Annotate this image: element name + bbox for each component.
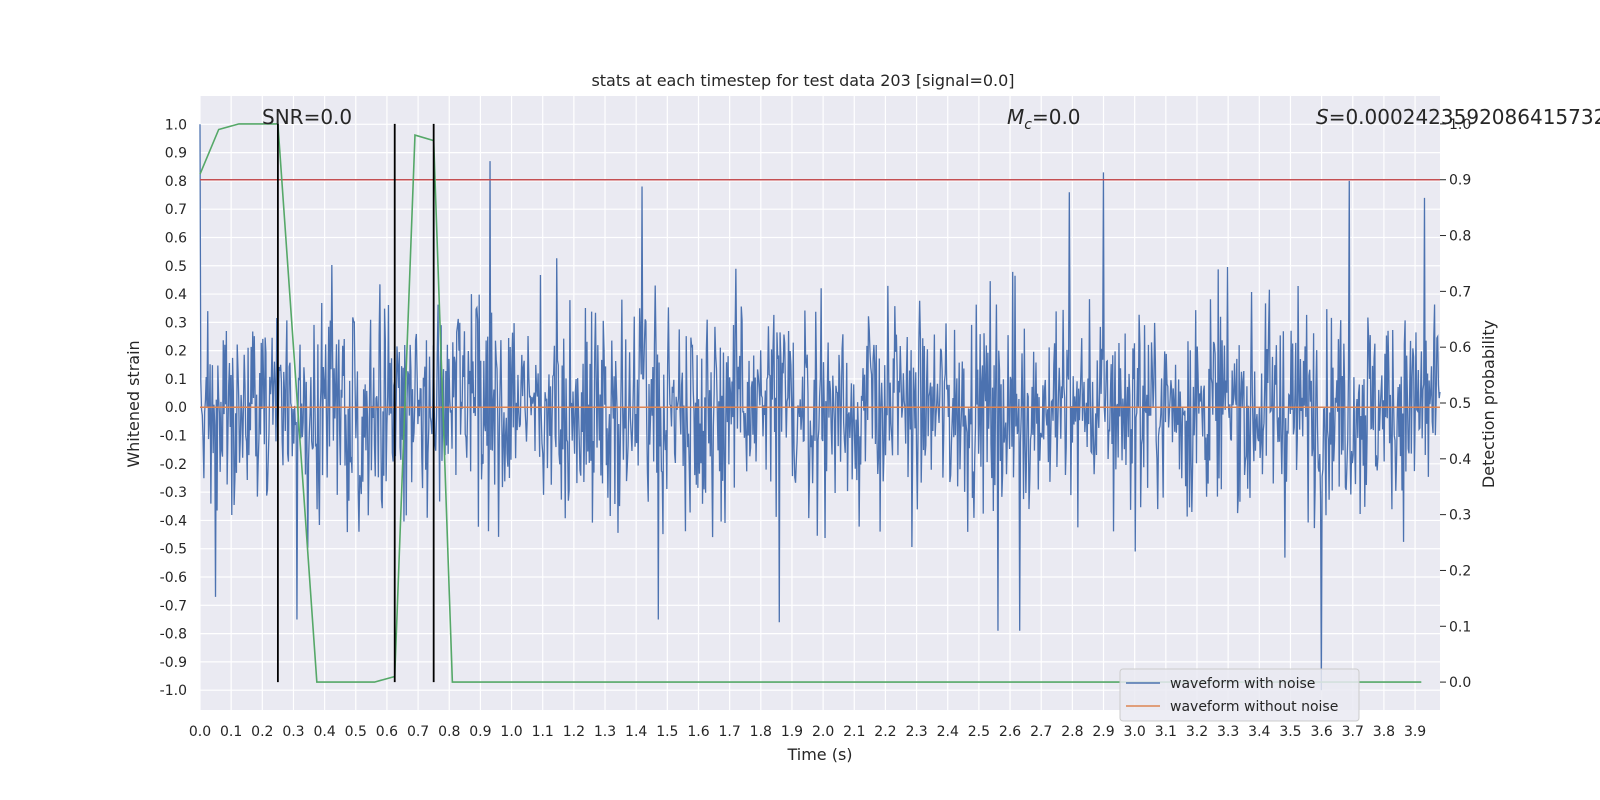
y-tick-label: -1.0	[160, 683, 187, 699]
x-tick-label: 2.0	[812, 724, 834, 740]
x-tick-label: 2.4	[937, 724, 959, 740]
y-tick-label: -0.9	[160, 655, 187, 671]
y-tick-label: 0.6	[165, 230, 187, 246]
x-tick-label: 2.8	[1061, 724, 1083, 740]
legend-box	[1119, 668, 1360, 722]
y2-tick-label: 1.0	[1449, 117, 1471, 133]
x-axis-ticks: 0.0 0.1 0.2 0.3 0.4 0.5 0.6 0.7 0.8 0.9 1.0 1.1 1.2 1…	[189, 724, 1426, 740]
y-tick-label: -0.8	[160, 627, 187, 643]
x-tick-label: 3.6	[1310, 724, 1332, 740]
y-tick-label: -0.2	[160, 457, 187, 473]
significance-annotation: S=0.00024235920864157327	[1316, 105, 1600, 129]
y-tick-label: 0.9	[165, 146, 187, 162]
data-layer	[199, 124, 1441, 691]
x-tick-label: 3.3	[1217, 724, 1239, 740]
x-tick-label: 0.8	[438, 724, 460, 740]
x-tick-label: 3.5	[1279, 724, 1301, 740]
x-tick-label: 1.4	[625, 724, 647, 740]
chirp-mass-annotation: Mc=0.0	[1007, 105, 1081, 133]
x-tick-label: 0.5	[345, 724, 367, 740]
y2-axis-label: Detection probability	[1479, 320, 1498, 488]
y-tick-label: -0.5	[160, 542, 187, 558]
y2-tick-label: 0.9	[1449, 173, 1471, 189]
chart-title: stats at each timestep for test data 203…	[591, 71, 1014, 90]
y2-tick-label: 0.7	[1449, 284, 1471, 300]
legend: waveform with noise waveform without noi…	[1119, 668, 1360, 722]
x-tick-label: 1.3	[594, 724, 616, 740]
y-tick-label: 0.3	[165, 315, 187, 331]
y-tick-label: 0.1	[165, 372, 187, 388]
x-tick-label: 2.9	[1092, 724, 1114, 740]
x-tick-label: 2.1	[843, 724, 865, 740]
x-tick-label: 1.2	[563, 724, 585, 740]
y2-tick-label: 0.5	[1449, 396, 1471, 412]
y2-axis-ticks: 1.0 0.9 0.8 0.7 0.6 0.5 0.4 0.3 0.2 0.1 0.0	[1440, 117, 1471, 691]
y2-tick-label: 0.0	[1449, 675, 1471, 691]
x-tick-label: 0.4	[313, 724, 335, 740]
x-tick-label: 3.0	[1124, 724, 1146, 740]
snr-annotation: SNR=0.0	[262, 105, 352, 129]
legend-label-noise: waveform with noise	[1170, 676, 1315, 692]
y-tick-label: 1.0	[165, 117, 187, 133]
x-tick-label: 1.1	[532, 724, 554, 740]
y-tick-label: 0.0	[165, 400, 187, 416]
x-tick-label: 0.6	[376, 724, 398, 740]
y-tick-label: -0.4	[160, 513, 187, 529]
x-tick-label: 3.4	[1248, 724, 1270, 740]
x-tick-label: 1.8	[750, 724, 772, 740]
x-axis-label: Time (s)	[786, 745, 852, 764]
x-tick-label: 1.6	[687, 724, 709, 740]
x-tick-label: 1.9	[781, 724, 803, 740]
legend-label-clean: waveform without noise	[1170, 699, 1338, 715]
x-tick-label: 0.7	[407, 724, 429, 740]
y-tick-label: -0.6	[160, 570, 187, 586]
y-tick-label: -0.1	[160, 429, 187, 445]
x-tick-label: 3.7	[1342, 724, 1364, 740]
y2-tick-label: 0.4	[1449, 452, 1471, 468]
y2-tick-label: 0.1	[1449, 619, 1471, 635]
x-tick-label: 1.5	[656, 724, 678, 740]
y2-tick-label: 0.2	[1449, 563, 1471, 579]
y-tick-label: 0.7	[165, 202, 187, 218]
y2-tick-label: 0.3	[1449, 508, 1471, 524]
y2-tick-label: 0.8	[1449, 229, 1471, 245]
x-tick-label: 0.3	[282, 724, 304, 740]
x-tick-label: 1.7	[719, 724, 741, 740]
overlay-layer	[199, 123, 1422, 683]
x-tick-label: 3.1	[1155, 724, 1177, 740]
y-axis-ticks: 1.0 0.9 0.8 0.7 0.6 0.5 0.4 0.3 0.2 0.1 0.0 -0.1 -0.…	[160, 117, 187, 699]
x-tick-label: 0.2	[251, 724, 273, 740]
x-tick-label: 2.6	[999, 724, 1021, 740]
y-tick-label: 0.2	[165, 344, 187, 360]
series-waveform-with-noise	[199, 124, 1441, 691]
y-tick-label: -0.3	[160, 485, 187, 501]
y-tick-label: 0.4	[165, 287, 187, 303]
x-tick-label: 0.0	[189, 724, 211, 740]
x-tick-label: 2.3	[905, 724, 927, 740]
x-tick-label: 2.7	[1030, 724, 1052, 740]
x-tick-label: 2.5	[968, 724, 990, 740]
x-tick-label: 0.1	[220, 724, 242, 740]
y2-tick-label: 0.6	[1449, 340, 1471, 356]
y-tick-label: 0.5	[165, 259, 187, 275]
x-tick-label: 2.2	[874, 724, 896, 740]
x-tick-label: 3.8	[1373, 724, 1395, 740]
y-tick-label: 0.8	[165, 174, 187, 190]
y-tick-label: -0.7	[160, 598, 187, 614]
x-tick-label: 0.9	[469, 724, 491, 740]
y-axis-label: Whitened strain	[124, 340, 143, 467]
x-tick-label: 3.9	[1404, 724, 1426, 740]
x-tick-label: 1.0	[500, 724, 522, 740]
x-tick-label: 3.2	[1186, 724, 1208, 740]
